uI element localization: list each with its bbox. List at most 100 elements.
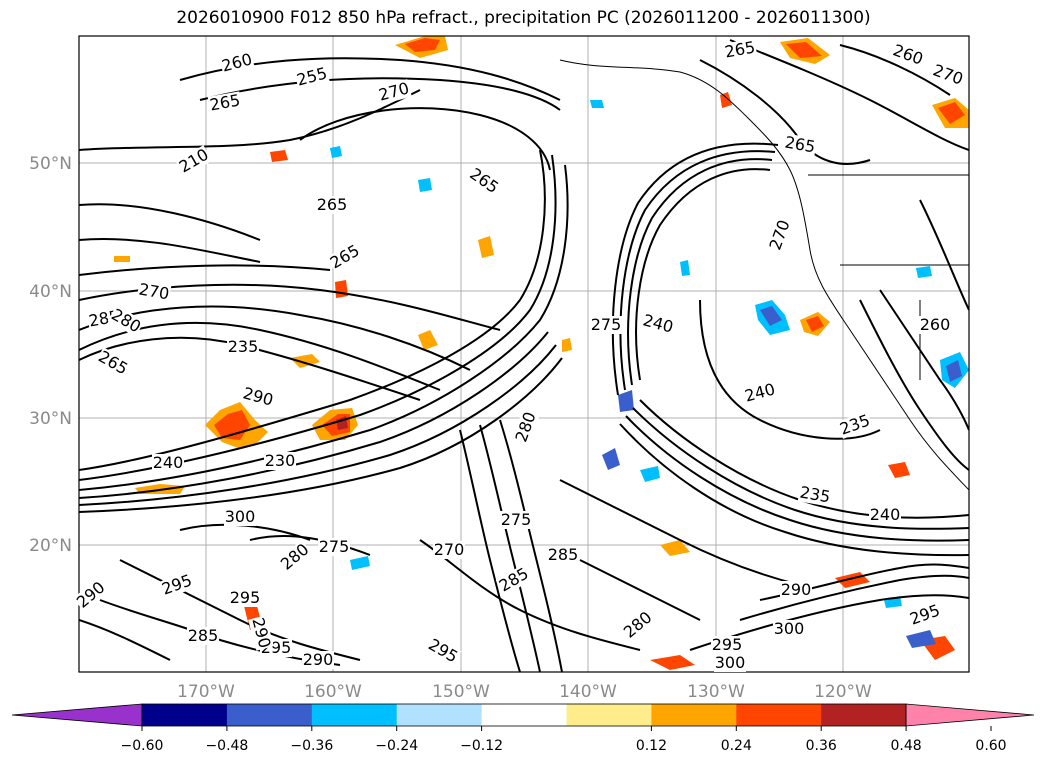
contour-label: 295 <box>230 588 261 607</box>
latitude-labels: 50°N 40°N 30°N 20°N <box>29 154 72 556</box>
lon-label-140w: 140°W <box>559 682 617 702</box>
contour-label: 275 <box>319 537 350 556</box>
lat-label-30n: 30°N <box>29 409 72 429</box>
contour-label: 275 <box>591 315 622 334</box>
colorbar-tick-label: 0.48 <box>891 738 922 754</box>
contour-label-background <box>780 581 812 599</box>
contour-label: 295 <box>712 635 743 654</box>
contour-label: 290 <box>781 580 812 599</box>
contour-label-background <box>773 620 805 638</box>
contour-label: 300 <box>715 653 746 672</box>
contour-label-background <box>711 636 743 654</box>
colorbar-tick-label: −0.12 <box>460 738 503 754</box>
contour-label-background <box>836 411 874 439</box>
contour-label: 270 <box>434 540 465 559</box>
contour-label-background <box>433 541 465 559</box>
contour-label: 235 <box>228 337 259 356</box>
contour-label: 275 <box>501 510 532 529</box>
map-frame <box>78 35 970 673</box>
colorbar-segment <box>566 704 652 726</box>
contour-label-background <box>722 38 758 62</box>
colorbar-tick-label: −0.60 <box>121 738 164 754</box>
contour-label-background <box>742 380 778 406</box>
map-title: 2026010900 F012 850 hPa refract., precip… <box>176 8 871 28</box>
colorbar-extend-low <box>11 703 143 727</box>
contour-label: 290 <box>303 650 334 669</box>
contour-label: 285 <box>188 626 219 645</box>
colorbar-tick-label: 0.12 <box>636 738 667 754</box>
contour-label: 300 <box>225 507 256 526</box>
lat-label-50n: 50°N <box>29 154 72 174</box>
contour-label-background <box>94 347 132 379</box>
colorbar-tick-label: 0.36 <box>806 738 837 754</box>
contour-label-background <box>889 41 927 69</box>
contour-label-background <box>919 316 951 334</box>
contour-label: 230 <box>265 451 296 470</box>
contour-label-background <box>512 408 540 446</box>
contour-label-background <box>929 61 967 89</box>
contour-labels: 2602552702652102652652652702852802652902… <box>72 37 967 672</box>
contour-label-background <box>318 538 350 556</box>
contour-label-background <box>495 564 533 596</box>
contour-label-background <box>229 589 261 607</box>
contour-label-background <box>547 546 579 564</box>
colorbar-segment <box>311 704 398 726</box>
contour-label-background <box>294 64 330 90</box>
contour-label-background <box>107 305 145 337</box>
contour-label: 285 <box>548 545 579 564</box>
colorbar-segment <box>396 704 483 726</box>
contour-label: 265 <box>317 195 348 214</box>
lon-label-120w: 120°W <box>814 682 872 702</box>
contour-label-background <box>500 511 532 529</box>
colorbar-segment <box>651 704 737 726</box>
colorbar-segment <box>142 704 228 726</box>
precip-positive-areas <box>114 36 969 670</box>
precip-negative-areas <box>330 100 969 648</box>
contour-label: 240 <box>870 505 901 524</box>
contour-label-background <box>219 50 255 76</box>
colorbar <box>11 703 1035 727</box>
contour-label-background <box>240 384 276 410</box>
colorbar-tick-label: 0.24 <box>721 738 752 754</box>
contour-label-background <box>766 216 794 254</box>
contour-label-background <box>782 133 818 157</box>
colorbar-tick-label: 0.60 <box>975 738 1006 754</box>
colorbar-tick-label: −0.48 <box>205 738 248 754</box>
contour-label-background <box>302 651 334 669</box>
contour-label-background <box>264 452 296 470</box>
contour-label-background <box>227 338 259 356</box>
contour-label-background <box>326 241 364 273</box>
lon-label-170w: 170°W <box>177 682 235 702</box>
contour-label-background <box>465 164 503 198</box>
contour-label-background <box>316 196 348 214</box>
lat-label-20n: 20°N <box>29 536 72 556</box>
contour-label: 240 <box>153 453 184 472</box>
colorbar-segment <box>226 704 313 726</box>
colorbar-segment <box>736 704 822 726</box>
lon-label-130w: 130°W <box>687 682 745 702</box>
contour-label-background <box>640 311 676 337</box>
contour-label-background <box>276 539 314 575</box>
colorbar-outline <box>141 703 907 727</box>
contour-label-background <box>248 615 274 651</box>
contour-label-background <box>152 454 184 472</box>
contour-label-background <box>714 654 746 672</box>
contour-label: 260 <box>920 315 951 334</box>
contour-label-background <box>136 280 172 304</box>
contour-label-background <box>590 316 622 334</box>
lon-label-150w: 150°W <box>432 682 490 702</box>
contour-label-background <box>619 607 657 643</box>
contour-label-background <box>187 627 219 645</box>
contour-label-background <box>175 145 213 177</box>
contour-label-background <box>72 577 110 613</box>
contour-label-background <box>207 91 243 115</box>
colorbar-extend-high <box>905 703 1035 727</box>
contour-label-background <box>158 571 196 599</box>
lon-label-160w: 160°W <box>304 682 362 702</box>
colorbar-ticks: −0.60 −0.48 −0.36 −0.24 −0.12 0.12 0.24 0.36 0.4… <box>121 726 1007 754</box>
longitude-labels: 170°W 160°W 150°W 140°W 130°W 120°W <box>177 682 872 702</box>
contour-label-background <box>906 601 944 629</box>
graticule <box>79 36 969 672</box>
colorbar-segment <box>481 704 567 726</box>
